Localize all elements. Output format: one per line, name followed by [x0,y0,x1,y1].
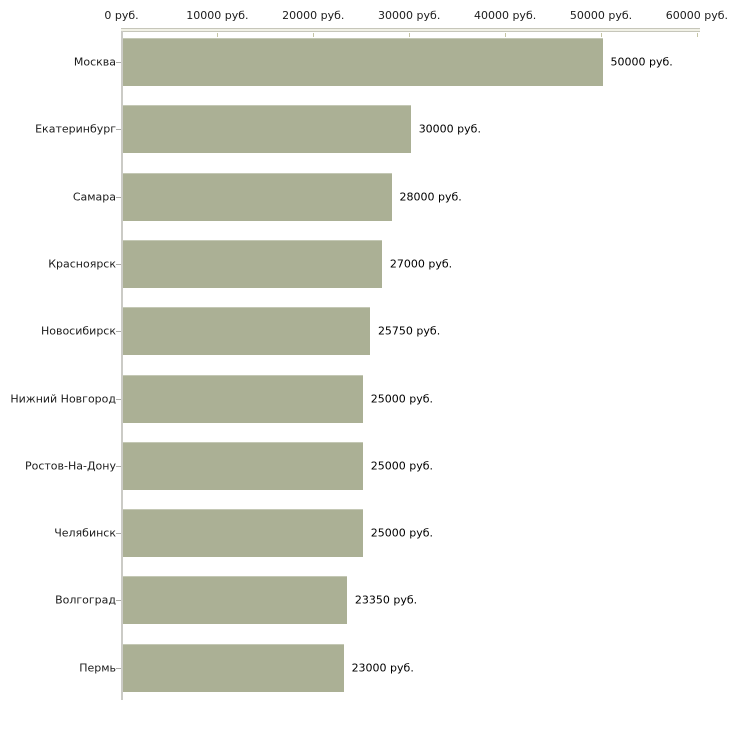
category-tick-mark [116,264,121,265]
x-axis-tick-mark [505,33,506,37]
category-label: Нижний Новгород [10,392,116,405]
x-axis-tick-mark [409,33,410,37]
category-tick-mark [116,466,121,467]
x-axis-tick-mark [601,33,602,37]
y-axis-line [121,31,123,700]
value-label: 30000 руб. [418,122,481,136]
bar [123,374,363,423]
value-label: 23000 руб. [351,661,414,675]
x-axis-tick-label: 40000 руб. [473,9,537,22]
x-axis-line [121,28,700,32]
bar [123,509,363,558]
value-label: 25000 руб. [370,526,434,540]
category-label: Красноярск [48,257,116,271]
category-label: Челябинск [54,526,116,540]
category-tick-mark [116,62,121,63]
value-label: 28000 руб. [399,190,462,204]
value-label: 23350 руб. [354,593,418,607]
category-label: Екатеринбург [35,122,116,136]
x-axis-tick-mark [217,33,218,37]
x-axis-tick-label: 30000 руб. [378,9,441,22]
x-axis-tick-label: 10000 руб. [186,9,249,22]
category-tick-mark [116,331,121,332]
category-tick-mark [116,399,121,400]
category-label: Пермь [79,661,116,675]
bar [123,307,370,356]
category-tick-mark [116,197,121,198]
category-tick-mark [116,668,121,669]
value-label: 25000 руб. [370,392,434,405]
bar [123,643,344,692]
category-tick-mark [116,533,121,534]
category-label: Самара [72,190,116,204]
category-label: Новосибирск [40,324,116,338]
x-axis-tick-label: 0 руб. [104,9,139,22]
category-tick-mark [116,129,121,130]
bar [123,105,411,154]
bar [123,576,347,625]
x-axis-tick-label: 20000 руб. [282,9,345,22]
category-label: Москва [73,55,116,69]
bar [123,172,392,221]
x-axis-tick-mark [313,33,314,37]
value-label: 25000 руб. [370,459,434,473]
bar [123,441,363,490]
value-label: 50000 руб. [610,55,673,69]
category-label: Волгоград [55,593,116,607]
bar [123,38,603,86]
category-label: Ростов-На-Дону [24,459,116,473]
category-tick-mark [116,600,121,601]
bar [123,239,382,288]
x-axis-tick-mark [697,33,698,37]
x-axis-tick-label: 50000 руб. [569,9,633,22]
value-label: 25750 руб. [377,324,441,338]
value-label: 27000 руб. [389,257,453,271]
x-axis-tick-label: 60000 руб. [665,9,729,22]
